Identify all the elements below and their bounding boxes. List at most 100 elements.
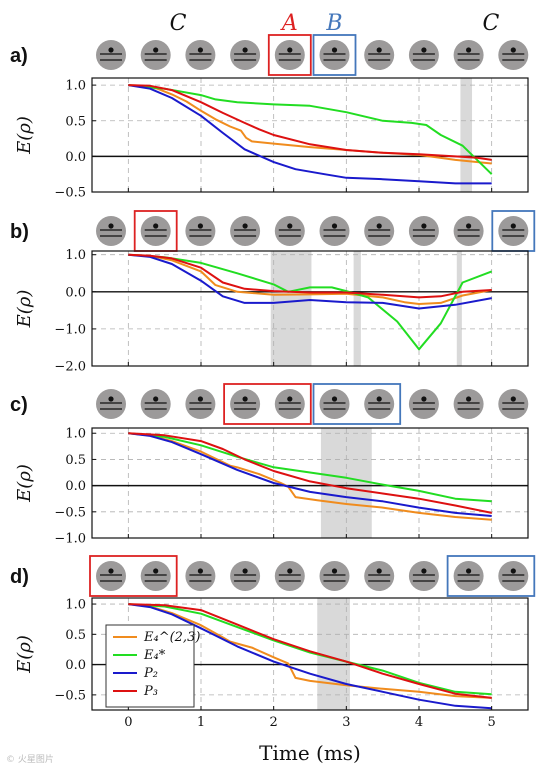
- y-tick-label: −2.0: [54, 360, 86, 375]
- y-tick-label: 0.0: [65, 285, 86, 300]
- qubit-icon: [274, 389, 305, 419]
- qubit-icon: [230, 216, 261, 246]
- region-a-box: [223, 383, 312, 425]
- panel-letter: c): [10, 394, 28, 416]
- y-axis-label: E(ρ): [14, 635, 35, 674]
- y-tick-label: 1.0: [65, 427, 86, 442]
- legend-entry: E₄^(2,3): [143, 630, 200, 645]
- series-line-red: [128, 432, 492, 514]
- x-tick-label: 0: [124, 715, 132, 730]
- region-b-box: [446, 555, 536, 597]
- series-line-blue: [128, 432, 492, 517]
- qubit-icon: [274, 561, 305, 591]
- group-label: B: [325, 11, 342, 36]
- panel: a) 1.0 0.5 0.0 −0.5 E(ρ): [10, 34, 529, 201]
- y-axis-label: E(ρ): [14, 290, 35, 329]
- qubit-icon: [96, 216, 126, 246]
- series-line-blue: [128, 603, 492, 710]
- y-tick-label: 1.0: [65, 598, 86, 613]
- x-tick-label: 4: [415, 715, 423, 730]
- qubit-icon: [453, 40, 484, 70]
- shaded-region: [353, 251, 361, 366]
- qubit-icon: [498, 561, 529, 591]
- series-line-blue: [128, 253, 492, 310]
- qubit-icon: [185, 216, 216, 246]
- series-line-blue: [128, 84, 492, 185]
- region-b-box: [312, 34, 357, 76]
- y-tick-label: −0.5: [54, 186, 86, 201]
- qubit-icon: [140, 389, 171, 419]
- y-tick-label: 0.5: [65, 628, 86, 643]
- qubit-icon: [364, 40, 395, 70]
- y-tick-label: −0.5: [54, 505, 86, 520]
- series-line-orange: [128, 253, 492, 305]
- qubit-icon: [140, 561, 171, 591]
- legend-box: [105, 624, 195, 708]
- series-line-green: [128, 432, 492, 503]
- plot-frame: [91, 597, 529, 711]
- plot-frame: [91, 77, 529, 193]
- qubit-icon: [140, 216, 171, 246]
- qubit-icon: [319, 40, 350, 70]
- y-tick-label: 0.5: [65, 453, 86, 468]
- y-tick-label: 0.0: [65, 658, 86, 673]
- qubit-icon: [408, 389, 439, 419]
- group-label: C: [170, 11, 187, 36]
- y-axis-label: E(ρ): [14, 116, 35, 155]
- series-line-red: [128, 84, 492, 161]
- panel-letter: a): [10, 45, 28, 67]
- region-a-box: [89, 555, 178, 597]
- qubit-icon: [140, 40, 171, 70]
- qubit-icon: [319, 216, 350, 246]
- qubit-icon: [364, 216, 395, 246]
- x-tick-label: 1: [197, 715, 205, 730]
- panel-letter: b): [10, 221, 29, 243]
- qubit-icon: [364, 389, 395, 419]
- region-a-box: [267, 34, 312, 76]
- x-axis-label: Time (ms): [259, 741, 361, 765]
- shaded-region: [270, 251, 312, 366]
- y-tick-label: 1.0: [65, 248, 86, 263]
- x-tick-label: 2: [270, 715, 278, 730]
- qubit-icon: [319, 389, 350, 419]
- qubit-icon: [408, 40, 439, 70]
- panel: b) 1.0 0.0 −1.0 −2.0 E(ρ): [10, 210, 536, 375]
- panel: d) 1.0 0.5 0.0 −0.5 0 1 2 3 4 5 E(ρ): [10, 555, 536, 730]
- group-label: C: [483, 11, 500, 36]
- x-tick-label: 3: [342, 715, 350, 730]
- series-line-orange: [128, 603, 492, 699]
- y-tick-label: −0.5: [54, 688, 86, 703]
- qubit-icon: [453, 216, 484, 246]
- y-tick-label: −1.0: [54, 322, 86, 337]
- qubit-icon: [230, 389, 261, 419]
- qubit-icon: [498, 40, 529, 70]
- series-line-red: [128, 253, 492, 299]
- series-line-green: [128, 603, 492, 696]
- y-tick-label: 1.0: [65, 79, 86, 94]
- qubit-icon: [408, 216, 439, 246]
- qubit-icon: [453, 389, 484, 419]
- panels: a) 1.0 0.5 0.0 −0.5 E(ρ) b) 1.0 0.0 −1.0 −2.0 E(ρ) c…: [10, 34, 536, 730]
- qubit-icon: [96, 561, 126, 591]
- legend-entry: E₄*: [143, 648, 166, 663]
- qubit-icon: [274, 216, 305, 246]
- y-tick-label: 0.0: [65, 479, 86, 494]
- qubit-icon: [96, 389, 126, 419]
- series-line-green: [128, 84, 493, 175]
- qubit-icon: [498, 389, 529, 419]
- y-axis-label: E(ρ): [14, 464, 35, 503]
- qubit-icon: [319, 561, 350, 591]
- qubit-icon: [274, 40, 305, 70]
- panel-letter: d): [10, 566, 29, 588]
- region-b-box: [312, 383, 402, 425]
- plot-frame: [91, 250, 529, 367]
- plot-frame: [91, 427, 529, 539]
- qubit-icon: [408, 561, 439, 591]
- qubit-icon: [364, 561, 395, 591]
- legend: E₄^(2,3) E₄* P₂ P₃: [105, 624, 200, 708]
- qubit-icon: [185, 40, 216, 70]
- shaded-region: [456, 251, 462, 366]
- legend-entry: P₂: [143, 666, 158, 681]
- legend-entry: P₃: [143, 684, 158, 699]
